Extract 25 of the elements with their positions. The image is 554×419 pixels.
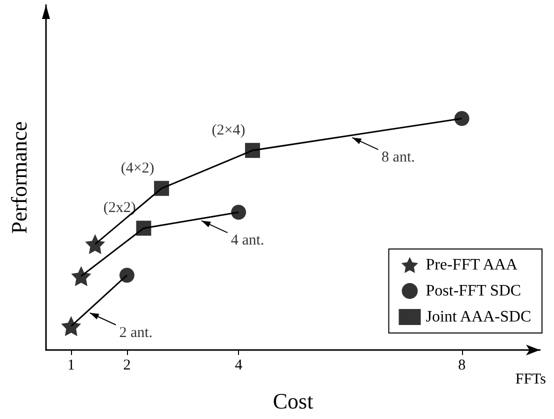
point — [61, 316, 82, 336]
legend-label: Joint AAA-SDC — [426, 308, 532, 326]
point — [71, 266, 92, 286]
point — [454, 110, 470, 126]
point — [119, 268, 134, 283]
annotation: 4 ant. — [230, 232, 264, 249]
x-tick-label: 2 — [123, 358, 131, 374]
point — [85, 234, 106, 254]
x-tick-label: 8 — [458, 358, 466, 374]
x-tick-label: 1 — [67, 358, 75, 374]
text: FFTs — [515, 372, 546, 388]
annotation: (2×4) — [212, 122, 246, 138]
point — [245, 142, 260, 158]
annotation: (2x2) — [103, 200, 136, 216]
annotation: (4×2) — [120, 160, 154, 176]
y-axis-title: Performance — [6, 121, 32, 234]
annotation: 8 ant. — [382, 150, 415, 166]
x-axis-title: Cost — [272, 388, 314, 414]
point — [231, 204, 246, 220]
point — [154, 180, 170, 196]
point — [136, 220, 152, 236]
legend-label: Pre-FFT AAA — [426, 256, 518, 274]
annotation: 2 ant. — [119, 324, 153, 341]
legend-label: Post-FFT SDC — [426, 282, 522, 300]
x-tick-label: 4 — [234, 358, 243, 374]
